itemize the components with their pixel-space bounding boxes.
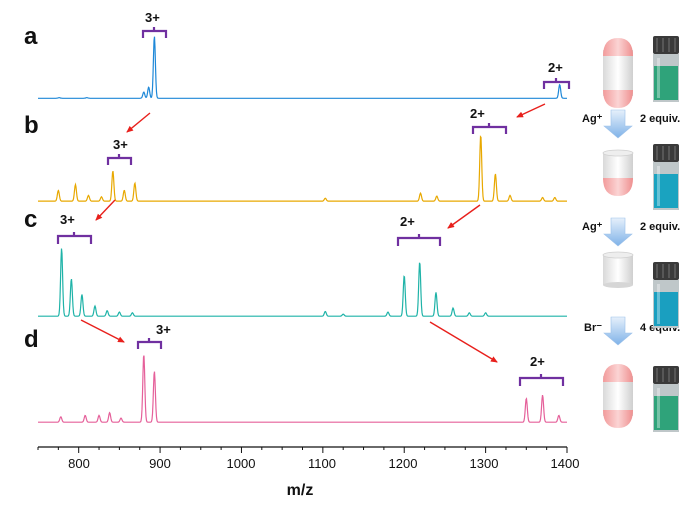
spectrum-trace-d — [38, 355, 567, 423]
charge-label-b-3plus: 3+ — [113, 137, 128, 152]
charge-label-c-3plus: 3+ — [60, 212, 75, 227]
charge-label-d-3plus: 3+ — [156, 322, 171, 337]
arrow-b-to-c-3plus — [95, 199, 116, 221]
arrow-c-to-d-2plus — [429, 321, 498, 363]
step-3-reagent: Br⁻ — [584, 322, 602, 334]
spectrum-trace-b — [38, 135, 567, 202]
charge-label-b-2plus: 2+ — [470, 106, 485, 121]
vial-a — [653, 36, 679, 102]
bracket-d-2plus — [518, 374, 565, 386]
x-tick-label-1000: 1000 — [227, 456, 256, 471]
bracket-c-3plus — [56, 232, 93, 244]
x-axis: 800 900 1000 1100 1200 1300 1400 m/z — [37, 446, 580, 499]
x-axis-title: m/z — [287, 482, 314, 499]
step-2-reagent: Ag⁺ — [582, 221, 603, 233]
charge-label-d-2plus: 2+ — [530, 354, 545, 369]
step-arrows — [603, 109, 633, 346]
bracket-b-2plus — [471, 123, 508, 134]
charge-annotations: 3+ 2+ 3+ 2+ 3+ 2+ 3+ 2+ — [56, 10, 571, 386]
step-1-reagent: Ag⁺ — [582, 113, 603, 125]
step-1-equiv: 2 equiv. — [640, 113, 680, 125]
charge-label-c-2plus: 2+ — [400, 214, 415, 229]
charge-label-a-2plus: 2+ — [548, 60, 563, 75]
spectrum-trace-c — [38, 248, 567, 317]
panel-label-c: c — [24, 206, 37, 233]
bracket-a-3plus — [141, 27, 168, 38]
red-arrows — [80, 103, 546, 363]
capsule-a — [603, 38, 633, 108]
capsule-schematic — [602, 38, 634, 428]
x-tick-label-1300: 1300 — [470, 456, 499, 471]
capsule-d — [603, 364, 633, 428]
panel-label-d: d — [24, 326, 39, 353]
step-arrow-1 — [603, 109, 633, 139]
x-tick-label-800: 800 — [68, 456, 90, 471]
vial-b — [653, 144, 679, 210]
arrow-a-to-b-3plus — [126, 112, 151, 133]
x-tick-label-1200: 1200 — [389, 456, 418, 471]
spectra-group — [38, 36, 567, 423]
panel-label-a: a — [24, 23, 38, 50]
vial-d — [653, 366, 679, 432]
step-2-equiv: 2 equiv. — [640, 221, 680, 233]
panel-label-b: b — [24, 112, 39, 139]
vial-c — [653, 262, 679, 328]
vial-photos — [653, 36, 679, 432]
x-tick-label-900: 900 — [149, 456, 171, 471]
step-arrow-2 — [603, 217, 633, 247]
step-arrow-3 — [603, 316, 633, 346]
capsule-b — [602, 149, 634, 196]
arrow-a-to-b-2plus — [516, 103, 546, 118]
charge-label-a-3plus: 3+ — [145, 10, 160, 25]
arrow-b-to-c-2plus — [447, 204, 481, 229]
arrow-c-to-d-3plus — [80, 319, 125, 343]
spectrum-trace-a — [38, 36, 567, 99]
x-tick-label-1400: 1400 — [551, 456, 580, 471]
bracket-d-3plus — [136, 338, 163, 349]
x-axis-ticks — [37, 447, 568, 453]
bracket-a-2plus — [542, 78, 571, 89]
bracket-c-2plus — [396, 234, 442, 246]
capsule-c — [602, 251, 634, 288]
x-tick-label-1100: 1100 — [308, 456, 336, 471]
bracket-b-3plus — [106, 154, 133, 165]
